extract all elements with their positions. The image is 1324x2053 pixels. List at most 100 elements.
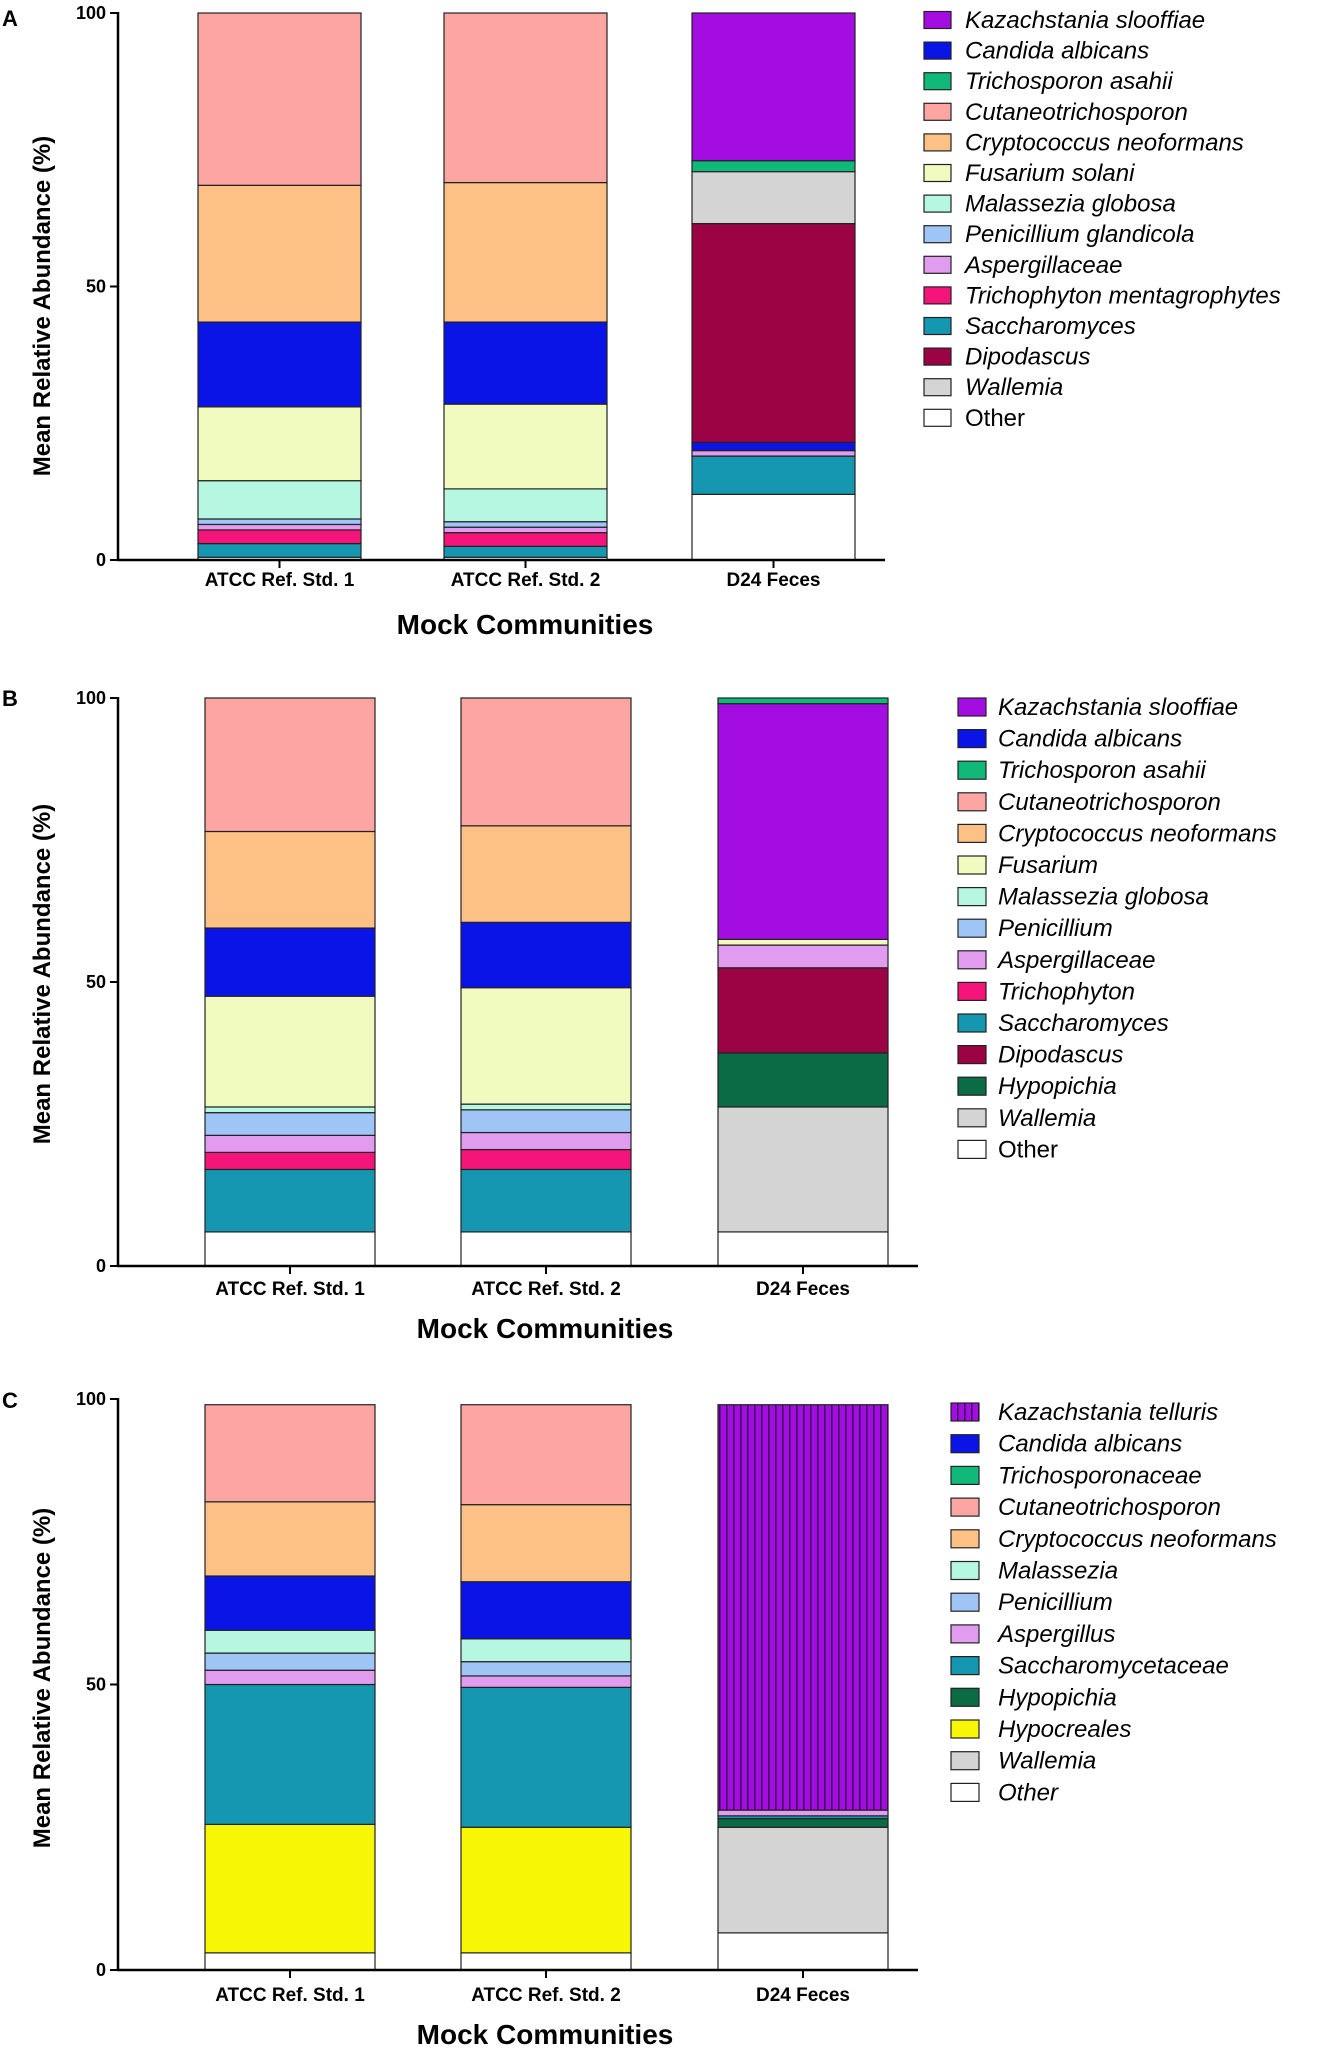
- panel-a-legend-label: Other: [965, 405, 1025, 432]
- panel-c-segment-d24-feces-wallemia: [717, 1826, 889, 1934]
- panel-b-segment-atcc-ref-std-1-fusarium: [204, 995, 376, 1108]
- panel-c-legend-item-aspergillus: Aspergillus: [950, 1621, 1115, 1648]
- panel-a-segment-atcc-ref-std-1-aspergillaceae: [197, 523, 362, 531]
- panel-a-legend-item-wallemia: Wallemia: [923, 374, 1063, 401]
- panel-b-legend-swatch: [957, 760, 987, 780]
- panel-c-segment-atcc-ref-std-2-cryptococcus-neoformans: [460, 1504, 632, 1583]
- panel-b-legend-swatch: [957, 950, 987, 970]
- panel-c-legend-item-kazachstania-telluris: Kazachstania telluris: [950, 1399, 1218, 1426]
- panel-b-segment-atcc-ref-std-2-saccharomyces: [460, 1168, 632, 1233]
- panel-c-legend-label: Hypopichia: [998, 1684, 1117, 1711]
- panel-b-segment-d24-feces-other: [717, 1231, 889, 1267]
- panel-b-legend-item-cryptococcus-neoformans: Cryptococcus neoformans: [957, 820, 1277, 847]
- panel-b-legend-item-kazachstania-slooffiae: Kazachstania slooffiae: [957, 694, 1238, 721]
- panel-a-legend-item-malassezia-globosa: Malassezia globosa: [923, 191, 1176, 218]
- panel-b-legend-item-dipodascus: Dipodascus: [957, 1042, 1123, 1069]
- panel-a-legend-swatch: [923, 286, 952, 305]
- panel-b-y-tick-label: 0: [96, 1256, 106, 1276]
- panel-c-segment-atcc-ref-std-1-cutaneotrichosporon: [204, 1404, 376, 1503]
- panel-b-segment-atcc-ref-std-2-fusarium: [460, 987, 632, 1105]
- panel-a-segment-atcc-ref-std-2-fusarium-solani: [443, 403, 608, 490]
- panel-b-segment-atcc-ref-std-2-penicillium: [460, 1109, 632, 1134]
- panel-c-x-axis-label: Mock Communities: [417, 2019, 674, 2050]
- panel-c-segment-atcc-ref-std-1-candida-albicans: [204, 1575, 376, 1631]
- panel-b-legend-item-trichophyton: Trichophyton: [957, 978, 1135, 1005]
- panel-a-bar-atcc-ref-std-2: [443, 12, 608, 561]
- panel-c-legend-swatch: [950, 1782, 980, 1803]
- panel-a-legend-label: Cryptococcus neoformans: [965, 129, 1244, 156]
- panel-b-segment-atcc-ref-std-1-candida-albicans: [204, 927, 376, 997]
- panel-a-segment-d24-feces-wallemia: [691, 171, 856, 225]
- panel-b-segment-atcc-ref-std-2-candida-albicans: [460, 921, 632, 989]
- panel-b: B Mean Relative Abundance (%) Mock Commu…: [2, 686, 1277, 1344]
- panel-c-letter: C: [2, 1388, 18, 1413]
- panel-c-legend-label: Kazachstania telluris: [998, 1399, 1218, 1426]
- panel-c-y-tick-label: 100: [76, 1389, 106, 1409]
- panel-a-segment-atcc-ref-std-1-penicillium-glandicola: [197, 518, 362, 526]
- panel-c-segment-atcc-ref-std-1-cryptococcus-neoformans: [204, 1501, 376, 1577]
- panel-a-x-axis-label: Mock Communities: [397, 609, 654, 640]
- panel-c-legend-item-hypocreales: Hypocreales: [950, 1716, 1131, 1743]
- panel-a-legend-label: Kazachstania slooffiae: [965, 7, 1205, 34]
- panel-b-legend-label: Aspergillaceae: [996, 947, 1155, 974]
- panel-a-segment-atcc-ref-std-2-malassezia-globosa: [443, 488, 608, 523]
- panel-a-segment-d24-feces-saccharomyces: [691, 455, 856, 495]
- panel-b-x-axis-label: Mock Communities: [417, 1313, 674, 1344]
- panel-b-legend-item-hypopichia: Hypopichia: [957, 1073, 1117, 1100]
- panel-a-legend-item-saccharomyces: Saccharomyces: [923, 313, 1136, 340]
- panel-b-legend-item-penicillium: Penicillium: [957, 915, 1113, 942]
- panel-c-legend-item-cutaneotrichosporon: Cutaneotrichosporon: [950, 1494, 1221, 1521]
- panel-b-legend-swatch: [957, 1139, 987, 1160]
- panel-c-bar-atcc-ref-std-1: [204, 1404, 376, 1971]
- panel-a-x-tick-label: D24 Feces: [726, 570, 820, 591]
- panel-c-legend-item-malassezia: Malassezia: [950, 1558, 1118, 1585]
- panel-c-segment-atcc-ref-std-2-penicillium: [460, 1661, 632, 1677]
- panel-c-legend-swatch: [950, 1497, 980, 1517]
- panel-a-legend-item-aspergillaceae: Aspergillaceae: [923, 252, 1122, 279]
- panel-a-y-tick-label: 0: [96, 550, 106, 570]
- panel-b-legend-item-cutaneotrichosporon: Cutaneotrichosporon: [957, 789, 1221, 816]
- panel-c-x-tick-label: ATCC Ref. Std. 2: [471, 1985, 621, 2006]
- panel-a-legend-label: Penicillium glandicola: [965, 221, 1194, 248]
- panel-a-segment-atcc-ref-std-1-saccharomyces: [197, 542, 362, 558]
- panel-a-x-tick-label: ATCC Ref. Std. 1: [205, 570, 355, 591]
- panel-b-segment-atcc-ref-std-2-trichophyton: [460, 1148, 632, 1171]
- panel-c-legend-label: Malassezia: [998, 1558, 1118, 1585]
- panel-c-legend-swatch: [950, 1655, 980, 1676]
- panel-a-legend-swatch: [923, 41, 952, 60]
- panel-a-segment-atcc-ref-std-2-cryptococcus-neoformans: [443, 181, 608, 323]
- panel-c-legend-swatch: [950, 1402, 980, 1422]
- panel-a-legend-item-dipodascus: Dipodascus: [923, 344, 1090, 371]
- panel-c-legend-label: Cryptococcus neoformans: [998, 1526, 1277, 1553]
- panel-b-segment-d24-feces-hypopichia: [717, 1052, 889, 1108]
- panel-a-legend-swatch: [923, 316, 952, 336]
- panel-b-legend-label: Saccharomyces: [998, 1010, 1169, 1037]
- panel-a-legend-item-trichophyton-mentagrophytes: Trichophyton mentagrophytes: [923, 282, 1281, 309]
- panel-c-legend-swatch: [950, 1687, 980, 1707]
- panel-a-legend-swatch: [923, 72, 952, 91]
- panel-b-segment-atcc-ref-std-2-aspergillaceae: [460, 1131, 632, 1151]
- panel-b-legend-label: Hypopichia: [998, 1073, 1117, 1100]
- panel-a-segment-d24-feces-trichosporon-asahii: [691, 160, 856, 173]
- panel-a-legend-swatch: [923, 163, 952, 183]
- panel-b-segment-atcc-ref-std-2-other: [460, 1231, 632, 1267]
- panel-b-x-tick-label: ATCC Ref. Std. 1: [215, 1279, 365, 1300]
- panel-b-legend-item-malassezia-globosa: Malassezia globosa: [957, 884, 1209, 911]
- panel-c-legend-label: Penicillium: [998, 1589, 1113, 1616]
- panel-a-segment-atcc-ref-std-1-malassezia-globosa: [197, 480, 362, 520]
- panel-c-legend-label: Candida albicans: [998, 1431, 1182, 1458]
- panel-a-segment-atcc-ref-std-1-cryptococcus-neoformans: [197, 184, 362, 323]
- panel-a-segment-d24-feces-candida-albicans: [691, 441, 856, 452]
- panel-b-segment-d24-feces-kazachstania-slooffiae: [717, 703, 889, 940]
- panel-b-x-tick-label: D24 Feces: [756, 1279, 850, 1300]
- panel-c-segment-atcc-ref-std-1-hypocreales: [204, 1823, 376, 1954]
- panel-b-y-axis-label: Mean Relative Abundance (%): [29, 804, 56, 1145]
- panel-c-segment-atcc-ref-std-1-other: [204, 1952, 376, 1971]
- panel-c-segment-atcc-ref-std-2-cutaneotrichosporon: [460, 1404, 632, 1506]
- panel-c-legend-item-saccharomycetaceae: Saccharomycetaceae: [950, 1653, 1229, 1680]
- panel-a-legend-swatch: [923, 347, 952, 366]
- panel-b-legend-swatch: [957, 728, 987, 749]
- panel-b-y-tick-label: 100: [76, 688, 106, 708]
- panel-c-y-axis-label: Mean Relative Abundance (%): [29, 1508, 56, 1849]
